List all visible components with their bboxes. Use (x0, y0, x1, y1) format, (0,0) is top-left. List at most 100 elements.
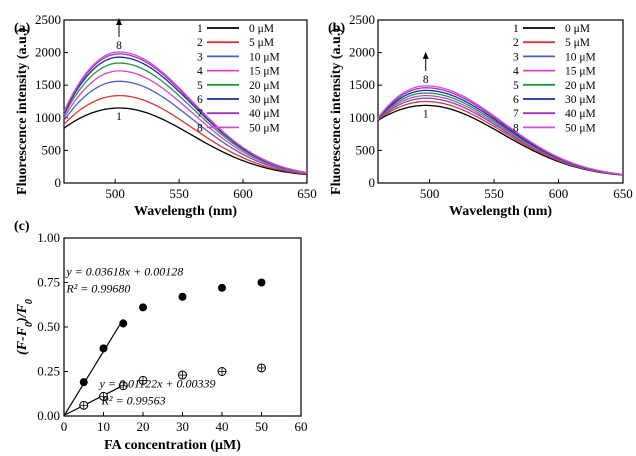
panel-label: (c) (14, 219, 30, 234)
data-point-hatched (257, 363, 266, 373)
legend-label: 40 μM (565, 108, 596, 120)
data-point-hatched (138, 375, 148, 385)
data-point-filled (178, 292, 187, 301)
x-tick-label: 20 (137, 419, 150, 434)
legend-label: 50 μM (249, 122, 280, 134)
y-axis-label: Fluorescence intensity (a.u.) (15, 28, 30, 195)
x-axis-label: FA concentration (μM) (104, 438, 241, 453)
legend-index: 4 (513, 66, 519, 78)
legend-label: 20 μM (249, 80, 280, 92)
legend-label: 15 μM (565, 66, 596, 78)
legend-index: 8 (513, 122, 519, 134)
y-tick-label: 0.75 (37, 275, 60, 290)
x-tick-label: 40 (216, 419, 229, 434)
data-point-filled (257, 278, 266, 287)
legend-index: 5 (197, 80, 203, 92)
legend-label: 50 μM (565, 122, 596, 134)
fit-r-squared: R² = 0.99680 (65, 281, 130, 295)
legend-label: 0 μM (249, 23, 274, 35)
y-axis-label: (F-F0)/F0 (15, 299, 35, 355)
legend-index: 7 (513, 108, 519, 120)
y-tick-label: 2000 (349, 45, 375, 60)
y-tick-label: 2500 (35, 12, 61, 27)
y-tick-label: 0.00 (37, 408, 60, 423)
increase-arrow-head (422, 51, 429, 59)
y-tick-label: 500 (42, 142, 62, 157)
spectrum-line (63, 94, 308, 175)
legend-index: 5 (513, 80, 519, 92)
x-tick-label: 0 (61, 419, 68, 434)
legend-label: 0 μM (565, 23, 590, 35)
x-tick-label: 500 (420, 186, 440, 201)
data-point-hatched (99, 391, 108, 401)
x-tick-label: 10 (97, 419, 110, 434)
y-tick-label: 0.25 (37, 364, 60, 379)
x-tick-label: 60 (295, 419, 308, 434)
data-point-filled (139, 303, 147, 312)
x-axis-label: Wavelength (nm) (449, 204, 552, 219)
legend-label: 10 μM (249, 51, 280, 63)
legend-label: 20 μM (565, 80, 596, 92)
legend-label: 40 μM (249, 108, 280, 120)
y-tick-label: 1500 (35, 77, 61, 92)
top-curve-label: 8 (116, 40, 122, 52)
legend-label: 30 μM (565, 94, 596, 106)
plot-frame (63, 19, 308, 184)
top-curve-label: 8 (423, 74, 429, 86)
y-tick-label: 2000 (35, 45, 61, 60)
data-point-hatched (178, 370, 187, 380)
legend-index: 6 (513, 94, 519, 106)
x-tick-label: 600 (233, 186, 253, 201)
y-tick-label: 1000 (349, 110, 375, 125)
x-tick-label: 550 (484, 186, 504, 201)
legend-index: 1 (197, 23, 203, 35)
x-tick-label: 550 (169, 186, 189, 201)
legend-index: 8 (197, 122, 203, 134)
legend-label: 5 μM (565, 37, 590, 49)
legend-index: 3 (197, 51, 203, 63)
legend-index: 1 (513, 23, 519, 35)
y-tick-label: 1.00 (37, 230, 60, 245)
y-axis-label: Fluorescence intensity (a.u.) (329, 28, 344, 195)
legend-index: 3 (513, 51, 519, 63)
y-tick-label: 1000 (35, 110, 61, 125)
spectrum-line (63, 80, 308, 175)
y-tick-label: 0 (369, 175, 376, 190)
legend-index: 6 (197, 94, 203, 106)
panel-label: (b) (328, 21, 345, 36)
legend-index: 7 (197, 108, 203, 120)
legend-label: 30 μM (249, 94, 280, 106)
legend-label: 10 μM (565, 51, 596, 63)
bottom-curve-label: 1 (116, 111, 122, 123)
x-tick-label: 650 (297, 186, 317, 201)
fit-equation: y = 0.03618x + 0.00128 (65, 264, 183, 278)
spectrum-line (63, 70, 308, 174)
y-tick-label: 1500 (349, 77, 375, 92)
legend-index: 2 (197, 37, 203, 49)
y-tick-label: 0 (55, 175, 62, 190)
y-tick-label: 0.50 (37, 319, 60, 334)
bottom-curve-label: 1 (423, 108, 429, 120)
x-tick-label: 30 (176, 419, 189, 434)
spectrum-line (63, 51, 308, 174)
x-axis-label: Wavelength (nm) (134, 204, 237, 219)
legend-label: 5 μM (249, 37, 274, 49)
fit-r-squared: R² = 0.99563 (101, 394, 166, 408)
spectrum-line (63, 107, 308, 176)
plot-frame (377, 19, 624, 184)
x-tick-label: 650 (613, 186, 633, 201)
increase-arrow-head (115, 17, 122, 25)
x-tick-label: 50 (255, 419, 268, 434)
fit-equation: y = 0.01122x + 0.00339 (99, 377, 216, 391)
data-point-hatched (217, 367, 227, 376)
legend-label: 15 μM (249, 66, 280, 78)
data-point-filled (79, 378, 88, 387)
y-tick-label: 500 (356, 142, 376, 157)
legend-index: 2 (513, 37, 519, 49)
legend-index: 4 (197, 66, 203, 78)
data-point-hatched (79, 400, 89, 410)
fit-line (63, 384, 124, 416)
panel-c-scatter: 0.00 0.25 0.50 0.75 1.00 0 10 20 30 40 50 60 FA conc… (14, 219, 308, 453)
panel-b-spectra: 0 500 1000 1500 2000 2500 500 550 600 650 Waveleng… (328, 12, 633, 219)
